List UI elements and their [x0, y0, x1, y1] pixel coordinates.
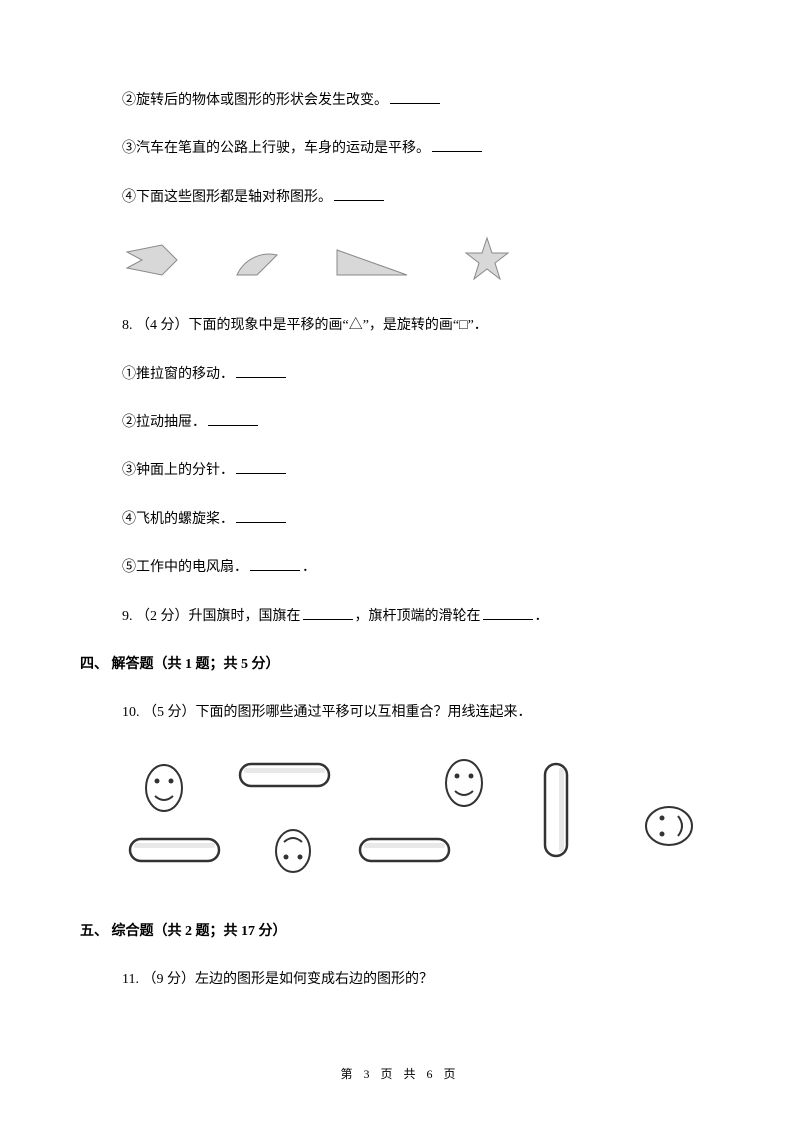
question-8-item-5: ⑤工作中的电风扇． ． — [122, 557, 720, 579]
section-4-header: 四、 解答题（共 1 题；共 5 分） — [80, 654, 720, 676]
smiley-face-icon — [442, 756, 487, 811]
blank-fill[interactable] — [432, 138, 482, 152]
question-8-header: 8. （4 分）下面的现象中是平移的画“△”，是旋转的画“□”． — [122, 315, 720, 337]
smiley-upside-icon — [272, 826, 314, 876]
q8-item5-prefix: ⑤工作中的电风扇． — [122, 560, 248, 575]
question-11: 11. （9 分）左边的图形是如何变成右边的图形的？ — [122, 969, 720, 991]
question-9: 9. （2 分）升国旗时，国旗在 ，旗杆顶端的滑轮在 ． — [122, 606, 720, 628]
question-8-item-1: ①推拉窗的移动． — [122, 364, 720, 386]
q8-item4-text: ④飞机的螺旋桨． — [122, 512, 234, 527]
blank-fill[interactable] — [334, 187, 384, 201]
q9-prefix: 9. （2 分）升国旗时，国旗在 — [122, 609, 301, 624]
footer-text: 第 3 页 共 6 页 — [340, 1067, 459, 1081]
section-5-title: 五、 综合题（共 2 题；共 17 分） — [80, 924, 287, 939]
page-footer: 第 3 页 共 6 页 — [0, 1065, 800, 1082]
question-item-3: ③汽车在笔直的公路上行驶，车身的运动是平移。 — [122, 138, 720, 160]
q10-text: 10. （5 分）下面的图形哪些通过平移可以互相重合？用线连起来． — [122, 705, 532, 720]
question-10: 10. （5 分）下面的图形哪些通过平移可以互相重合？用线连起来． — [122, 702, 720, 724]
q-item2-text: ②旋转后的物体或图形的形状会发生改变。 — [122, 93, 388, 108]
blank-fill[interactable] — [390, 90, 440, 104]
smiley-face-icon — [142, 761, 187, 816]
blank-fill[interactable] — [236, 460, 286, 474]
horizontal-capsule-icon — [127, 836, 222, 866]
question-item-4: ④下面这些图形都是轴对称图形。 — [122, 187, 720, 209]
horizontal-capsule-icon — [237, 761, 332, 791]
q8-item1-text: ①推拉窗的移动． — [122, 367, 234, 382]
blank-fill[interactable] — [250, 557, 300, 571]
q-item3-text: ③汽车在笔直的公路上行驶，车身的运动是平移。 — [122, 141, 430, 156]
arrow-shape-icon — [122, 240, 182, 280]
q8-item2-text: ②拉动抽屉． — [122, 415, 206, 430]
blank-fill[interactable] — [208, 412, 258, 426]
q8-item3-text: ③钟面上的分针． — [122, 463, 234, 478]
fan-shape-icon — [232, 240, 282, 280]
blank-fill[interactable] — [236, 364, 286, 378]
question-8-item-3: ③钟面上的分针． — [122, 460, 720, 482]
q9-suffix: ． — [535, 609, 549, 624]
blank-fill[interactable] — [236, 509, 286, 523]
q11-text: 11. （9 分）左边的图形是如何变成右边的图形的？ — [122, 972, 433, 987]
smiley-rotated-icon — [642, 801, 697, 851]
question-8-item-2: ②拉动抽屉． — [122, 412, 720, 434]
q8-item5-suffix: ． — [302, 560, 316, 575]
section-5-header: 五、 综合题（共 2 题；共 17 分） — [80, 921, 720, 943]
q8-text: 8. （4 分）下面的现象中是平移的画“△”，是旋转的画“□”． — [122, 318, 488, 333]
section-4-title: 四、 解答题（共 1 题；共 5 分） — [80, 657, 280, 672]
figures-row — [122, 751, 720, 891]
blank-fill[interactable] — [303, 606, 353, 620]
blank-fill[interactable] — [483, 606, 533, 620]
shapes-row — [122, 235, 720, 285]
star-shape-icon — [462, 235, 512, 285]
horizontal-capsule-icon — [357, 836, 452, 866]
q-item4-text: ④下面这些图形都是轴对称图形。 — [122, 190, 332, 205]
vertical-capsule-icon — [542, 761, 572, 861]
question-8-item-4: ④飞机的螺旋桨． — [122, 509, 720, 531]
question-item-2: ②旋转后的物体或图形的形状会发生改变。 — [122, 90, 720, 112]
triangle-shape-icon — [332, 240, 412, 280]
q9-middle: ，旗杆顶端的滑轮在 — [355, 609, 481, 624]
